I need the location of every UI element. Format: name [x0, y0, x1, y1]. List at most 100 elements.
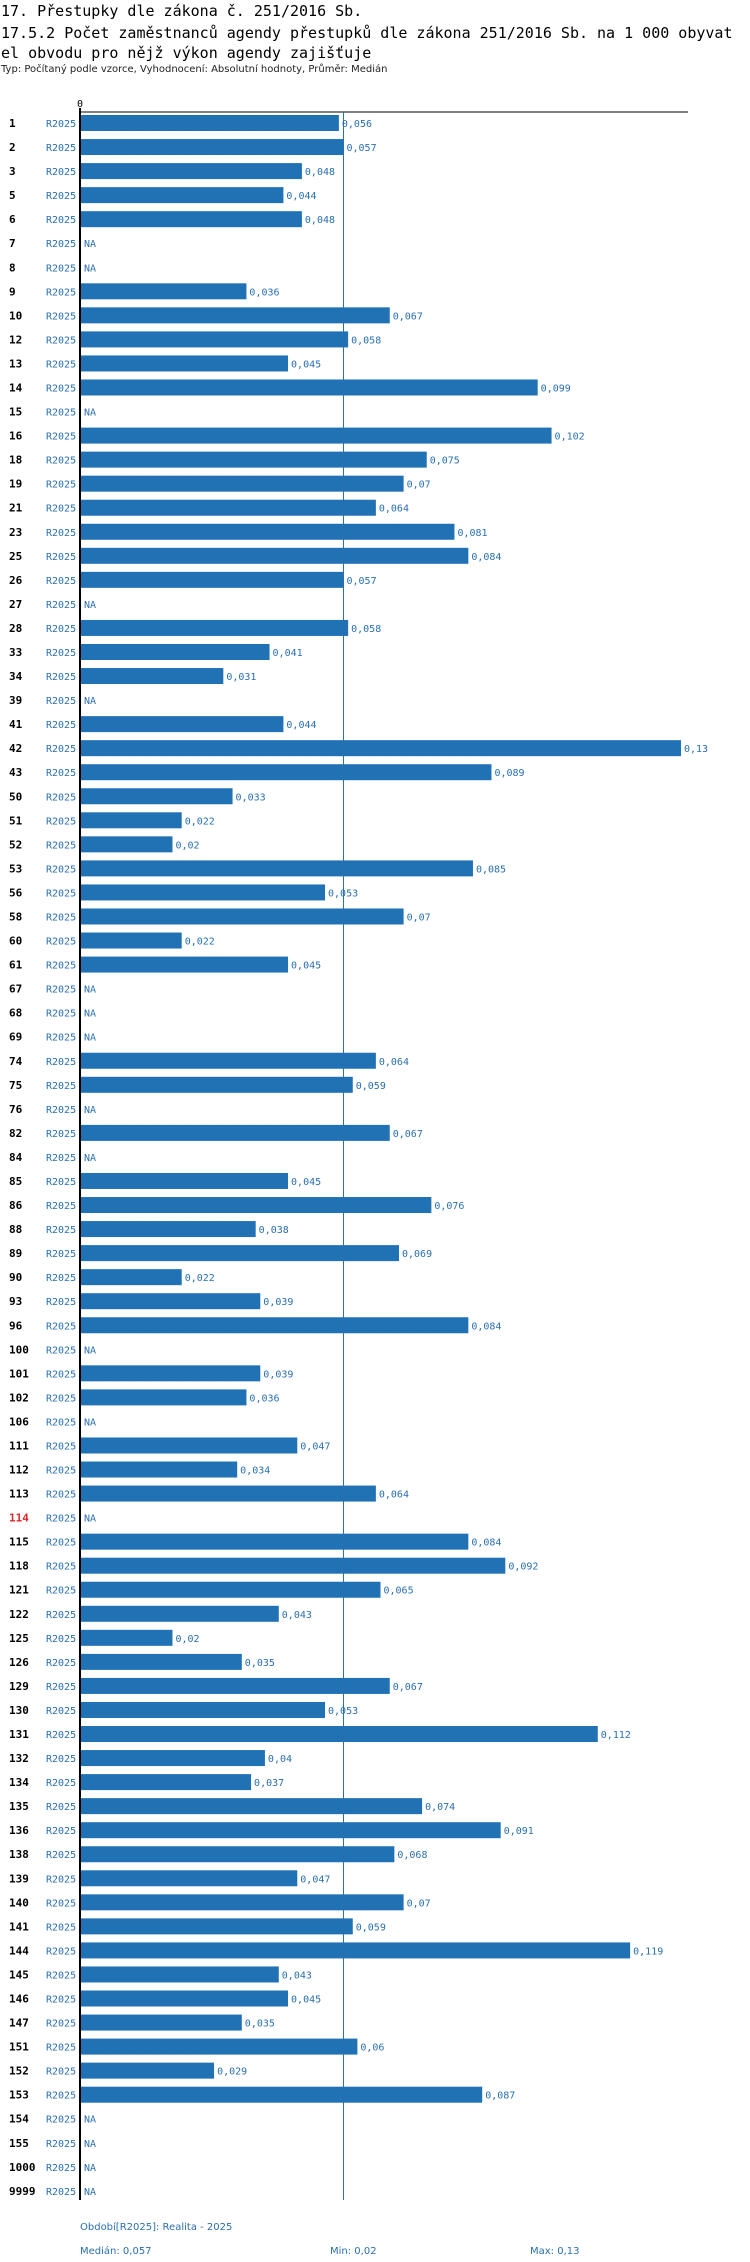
bar: [80, 1990, 289, 2007]
bar: [80, 187, 284, 204]
value-label-na: NA: [84, 696, 96, 707]
bar: [80, 1870, 298, 1887]
category-label: 68: [9, 1007, 22, 1020]
series-label: R2025: [46, 480, 76, 491]
value-label: 0,045: [291, 1995, 321, 2006]
bar: [80, 1365, 261, 1382]
category-label: 2: [9, 141, 16, 154]
series-label: R2025: [46, 672, 76, 683]
category-label: 154: [9, 2113, 29, 2126]
series-label: R2025: [46, 912, 76, 923]
value-label: 0,067: [393, 1129, 423, 1140]
series-label: R2025: [46, 552, 76, 563]
series-label: R2025: [46, 383, 76, 394]
series-label: R2025: [46, 2019, 76, 2030]
category-label: 141: [9, 1920, 29, 1933]
category-label: 132: [9, 1752, 29, 1765]
value-label: 0,064: [379, 1490, 409, 1501]
bar: [80, 1172, 289, 1189]
bar: [80, 1533, 469, 1550]
bar: [80, 1485, 376, 1502]
bar: [80, 475, 404, 492]
category-label: 7: [9, 237, 16, 250]
series-label: R2025: [46, 1273, 76, 1284]
value-label: 0,059: [356, 1081, 386, 1092]
category-label: 112: [9, 1464, 29, 1477]
series-label: R2025: [46, 576, 76, 587]
category-label: 1000: [9, 2161, 36, 2174]
bar: [80, 163, 302, 180]
series-label: R2025: [46, 2115, 76, 2126]
series-label: R2025: [46, 239, 76, 250]
bar: [80, 1389, 247, 1406]
series-label: R2025: [46, 1225, 76, 1236]
bar: [80, 1726, 598, 1743]
category-label: 60: [9, 935, 22, 948]
category-label: 136: [9, 1824, 29, 1837]
bar: [80, 379, 538, 396]
series-label: R2025: [46, 1033, 76, 1044]
value-label: 0,06: [360, 2043, 384, 2054]
series-label: R2025: [46, 1345, 76, 1356]
series-label: R2025: [46, 864, 76, 875]
category-label: 23: [9, 526, 22, 539]
category-label: 15: [9, 406, 22, 419]
value-label: 0,084: [471, 1538, 501, 1549]
series-label: R2025: [46, 1057, 76, 1068]
value-label: 0,099: [541, 383, 571, 394]
category-label: 28: [9, 622, 22, 635]
category-label: 58: [9, 910, 22, 923]
series-label: R2025: [46, 191, 76, 202]
bar: [80, 643, 270, 660]
bar: [80, 1269, 182, 1286]
series-label: R2025: [46, 287, 76, 298]
series-label: R2025: [46, 1441, 76, 1452]
series-label: R2025: [46, 1417, 76, 1428]
series-label: R2025: [46, 1778, 76, 1789]
bar: [80, 788, 233, 805]
category-label: 34: [9, 670, 23, 683]
bar: [80, 1581, 381, 1598]
bar: [80, 1557, 506, 1574]
series-label: R2025: [46, 768, 76, 779]
value-label-na: NA: [84, 2115, 96, 2126]
bar: [80, 716, 284, 733]
value-label: 0,043: [282, 1610, 312, 1621]
value-label: 0,058: [351, 335, 381, 346]
value-label: 0,067: [393, 1682, 423, 1693]
series-label: R2025: [46, 816, 76, 827]
series-label: R2025: [46, 1946, 76, 1957]
series-label: R2025: [46, 600, 76, 611]
series-label: R2025: [46, 1466, 76, 1477]
value-label: 0,075: [430, 456, 460, 467]
value-label-na: NA: [84, 1033, 96, 1044]
category-label: 122: [9, 1608, 29, 1621]
category-label: 147: [9, 2017, 29, 2030]
series-label: R2025: [46, 1369, 76, 1380]
series-label: R2025: [46, 1321, 76, 1332]
series-label: R2025: [46, 1490, 76, 1501]
series-label: R2025: [46, 840, 76, 851]
category-label: 118: [9, 1560, 29, 1573]
value-label: 0,064: [379, 504, 409, 515]
bar: [80, 211, 302, 228]
category-label: 51: [9, 814, 23, 827]
bar: [80, 956, 289, 973]
category-label: 155: [9, 2137, 29, 2150]
bar: [80, 1461, 238, 1478]
series-label: R2025: [46, 937, 76, 948]
value-label: 0,039: [263, 1297, 293, 1308]
series-label: R2025: [46, 1201, 76, 1212]
category-label: 10: [9, 309, 22, 322]
value-label: 0,022: [185, 1273, 215, 1284]
bar: [80, 451, 427, 468]
series-label: R2025: [46, 744, 76, 755]
value-label: 0,056: [342, 119, 372, 130]
series-label: R2025: [46, 1970, 76, 1981]
value-label: 0,07: [407, 480, 431, 491]
value-label: 0,084: [471, 1321, 501, 1332]
series-label: R2025: [46, 311, 76, 322]
value-label: 0,02: [175, 1634, 199, 1645]
category-label: 111: [9, 1439, 29, 1452]
value-label: 0,07: [407, 912, 431, 923]
